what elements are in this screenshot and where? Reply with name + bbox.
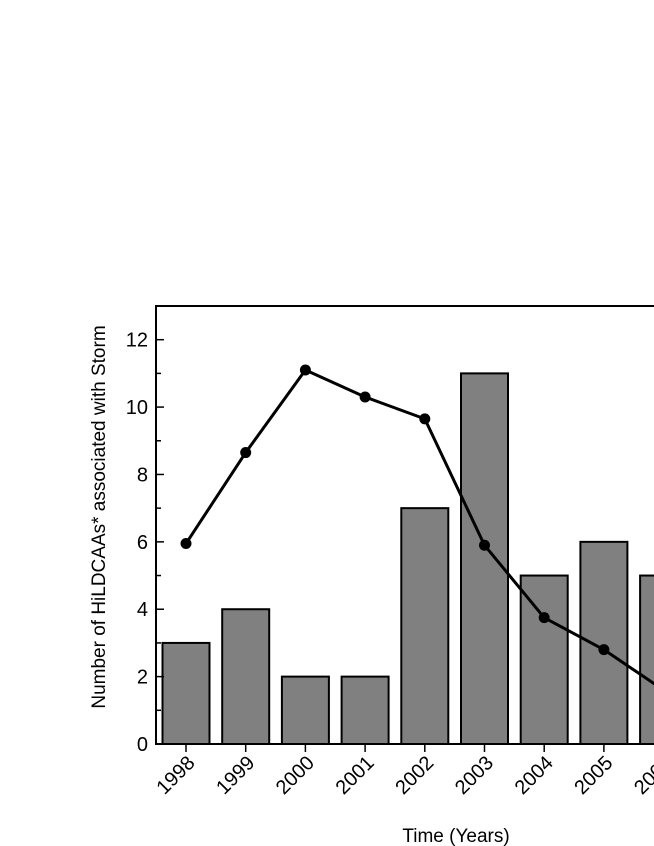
line-point-2000: [299, 364, 311, 376]
x-tick-label-1999: 1999: [212, 752, 259, 799]
bar-2006: [639, 574, 654, 745]
x-tick-label-2006: 2006: [630, 752, 654, 799]
x-tick-label-2000: 2000: [272, 752, 319, 799]
x-axis-title: Time (Years): [402, 826, 509, 846]
bar-2004: [519, 574, 569, 745]
line-point-2002: [419, 413, 431, 425]
bar-2001: [340, 675, 390, 745]
x-tick-label-1998: 1998: [153, 752, 200, 799]
x-tick-label-2001: 2001: [332, 752, 379, 799]
bar-2002: [400, 507, 450, 745]
y-tick-label-12: 12: [126, 330, 148, 352]
line-point-2003: [479, 539, 490, 551]
axes-layer: [155, 305, 654, 752]
bar-1999: [221, 608, 271, 745]
bar-2000: [280, 675, 330, 745]
x-tick-label-2005: 2005: [570, 752, 617, 799]
x-tick-label-2002: 2002: [391, 752, 438, 799]
line-point-1999: [240, 447, 252, 459]
y-tick-label-2: 2: [137, 667, 148, 689]
x-tick-label-2004: 2004: [511, 752, 558, 799]
y-tick-label-0: 0: [137, 734, 148, 756]
line-layer: [180, 364, 654, 686]
bar-2003: [460, 372, 509, 745]
line-point-1998: [180, 538, 192, 550]
y-tick-label-6: 6: [137, 532, 148, 554]
bars-layer: [161, 372, 654, 746]
x-tick-label-2003: 2003: [451, 752, 498, 799]
line-point-2004: [538, 612, 550, 624]
y-tick-label-4: 4: [137, 599, 148, 621]
line-point-2001: [359, 391, 371, 403]
y-axis-title: Number of HiLDCAAs* associated with Stor…: [89, 325, 110, 708]
line-point-2005: [598, 644, 610, 656]
bar-2005: [579, 540, 629, 745]
y-tick-label-10: 10: [126, 397, 148, 419]
y-tick-label-8: 8: [137, 464, 148, 486]
bar-1998: [161, 641, 211, 746]
